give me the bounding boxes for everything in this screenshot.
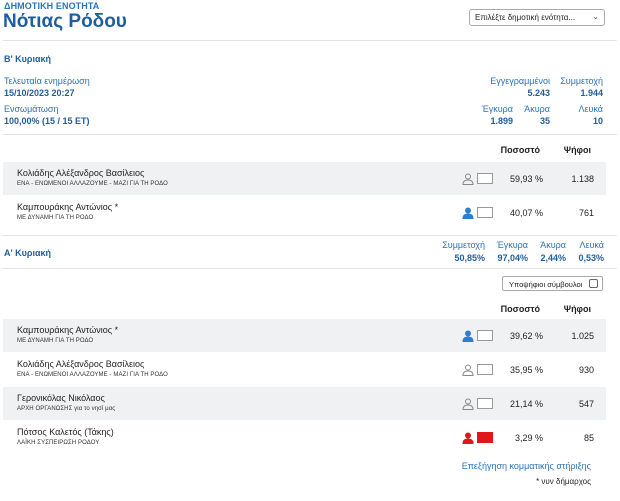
candidate-name: Κολιάδης Αλέξανδρος Βασίλειος [17,168,145,178]
candidate-party: ΑΡΧΗ ΟΡΓΑΝΩΣΗΣ για το νησί μας [17,406,116,412]
candidate-votes: 761 [578,208,594,218]
page-title: Νότιας Ρόδου [3,11,127,32]
a-valid-value: 97,04% [497,253,528,263]
candidate-row[interactable]: Γερονικόλας Νικόλαος ΑΡΧΗ ΟΡΓΑΝΩΣΗΣ για τ… [3,387,606,420]
turnout-label: Συμμετοχή [560,76,603,86]
a-col-votes-header: Ψήφοι [563,304,591,314]
candidate-percent: 40,07 % [509,208,543,218]
a-turnout-value: 50,85% [454,253,485,263]
a-col-percent-header: Ποσοστό [500,304,540,314]
candidate-name: Καμπουράκης Αντώνιος * [17,202,119,212]
candidate-party: ΛΑΪΚΗ ΣΥΣΠΕΙΡΩΣΗ ΡΟΔΟΥ [17,440,100,446]
divider [3,134,617,135]
a-invalid-value: 2,44% [540,253,566,263]
candidate-votes: 1.025 [571,331,594,341]
col-votes-header: Ψήφοι [563,145,591,155]
candidate-row[interactable]: Καμπουράκης Αντώνιος * ΜΕ ΔΥΝΑΜΗ ΓΙΑ ΤΗ Ρ… [3,196,606,229]
candidate-percent: 3,29 % [514,433,543,443]
person-icon [462,397,474,410]
candidate-percent: 35,95 % [509,365,543,375]
a-blank-label: Λευκά [579,240,604,250]
round-b-title: Β' Κυριακή [4,54,51,64]
candidate-percent: 39,62 % [509,331,543,341]
blank-value: 10 [592,116,603,126]
registered-value: 5.243 [527,88,550,98]
last-update-label: Τελευταία ενημέρωση [4,76,90,86]
integration-value: 100,00% (15 / 15 ΕΤ) [4,116,90,126]
candidate-name: Καμπουράκης Αντώνιος * [17,325,119,335]
round-a-title: Α' Κυριακή [4,248,51,258]
person-icon [462,172,474,185]
person-icon [462,363,474,376]
col-percent-header: Ποσοστό [500,145,540,155]
turnout-value: 1.944 [580,88,603,98]
party-color-swatch [477,432,493,443]
candidate-votes: 547 [578,399,594,409]
candidate-row[interactable]: Πότσος Καλετός (Τάκης) ΛΑΪΚΗ ΣΥΣΠΕΙΡΩΣΗ Ρ… [3,421,606,454]
chevron-down-icon: ⌄ [592,12,599,21]
candidate-name: Κολιάδης Αλέξανδρος Βασίλειος [17,359,145,369]
councillors-label: Υποψήφιοι σύμβουλοι [509,280,583,289]
a-valid-label: Έγκυρα [496,240,528,250]
party-color-swatch [477,173,493,184]
divider [3,268,617,269]
candidate-percent: 21,14 % [509,399,543,409]
valid-value: 1.899 [490,116,513,126]
divider [3,235,617,236]
divider [3,40,617,41]
candidate-votes: 85 [583,433,594,443]
section-kicker: ΔΗΜΟΤΙΚΗ ΕΝΟΤΗΤΑ [4,1,100,11]
person-icon [462,329,474,342]
registered-label: Εγγεγραμμένοι [490,76,550,86]
candidate-percent: 59,93 % [509,174,543,184]
invalid-value: 35 [539,116,550,126]
blank-label: Λευκά [578,104,603,114]
select-placeholder: Επιλέξτε δημοτική ενότητα... [475,13,576,22]
party-color-swatch [477,330,493,341]
councillors-toggle[interactable]: Υποψήφιοι σύμβουλοι [502,276,603,291]
valid-label: Έγκυρα [481,104,513,114]
candidate-party: ΕΝΑ - ΕΝΩΜΕΝΟΙ ΑΛΛΑΖΟΥΜΕ - ΜΑΖΙ ΓΙΑ ΤΗ Ρ… [17,372,168,378]
a-blank-value: 0,53% [578,253,604,263]
candidate-row[interactable]: Κολιάδης Αλέξανδρος Βασίλειος ΕΝΑ - ΕΝΩΜΕ… [3,162,606,195]
party-color-swatch [477,398,493,409]
person-icon [462,206,474,219]
party-support-link[interactable]: Επεξήγηση κομματικής στήριξης [461,461,591,471]
invalid-label: Άκυρα [524,104,550,114]
candidate-votes: 930 [578,365,594,375]
person-icon [462,431,474,444]
party-color-swatch [477,207,493,218]
candidate-party: ΜΕ ΔΥΝΑΜΗ ΓΙΑ ΤΗ ΡΟΔΟ [17,215,94,221]
candidate-name: Πότσος Καλετός (Τάκης) [17,427,114,437]
candidate-row[interactable]: Κολιάδης Αλέξανδρος Βασίλειος ΕΝΑ - ΕΝΩΜΕ… [3,353,606,386]
footnote: * νυν δήμαρχος [536,477,591,486]
a-turnout-label: Συμμετοχή [442,240,485,250]
candidate-name: Γερονικόλας Νικόλαος [17,393,105,403]
municipal-unit-select[interactable]: Επιλέξτε δημοτική ενότητα... ⌄ [469,9,605,26]
councillors-checkbox[interactable] [589,279,598,288]
candidate-party: ΜΕ ΔΥΝΑΜΗ ΓΙΑ ΤΗ ΡΟΔΟ [17,338,94,344]
candidate-row[interactable]: Καμπουράκης Αντώνιος * ΜΕ ΔΥΝΑΜΗ ΓΙΑ ΤΗ Ρ… [3,319,606,352]
candidate-votes: 1.138 [571,174,594,184]
integration-label: Ενσωμάτωση [4,104,59,114]
last-update-value: 15/10/2023 20:27 [4,88,75,98]
candidate-party: ΕΝΑ - ΕΝΩΜΕΝΟΙ ΑΛΛΑΖΟΥΜΕ - ΜΑΖΙ ΓΙΑ ΤΗ Ρ… [17,181,168,187]
party-color-swatch [477,364,493,375]
a-invalid-label: Άκυρα [540,240,566,250]
